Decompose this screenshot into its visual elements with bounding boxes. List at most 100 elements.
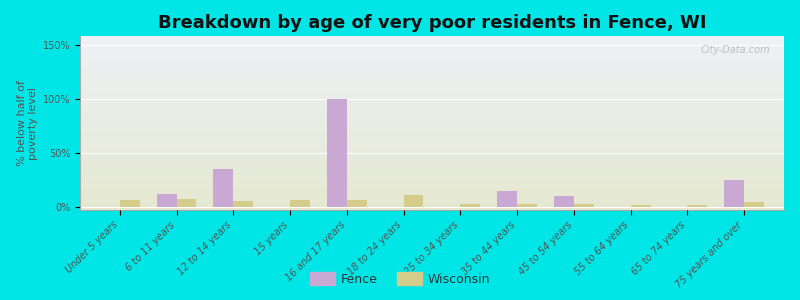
Bar [80, 52, 784, 53]
Bar [80, 112, 784, 113]
Bar [80, 123, 784, 124]
Bar [80, 69, 784, 70]
Bar [574, 203, 594, 207]
Bar [80, 57, 784, 58]
Bar [80, 144, 784, 145]
Bar [80, 193, 784, 194]
Bar [80, 81, 784, 82]
Bar [80, 51, 784, 52]
Bar [80, 195, 784, 196]
Bar [80, 121, 784, 122]
Bar [80, 184, 784, 185]
Bar [80, 59, 784, 60]
Bar [347, 200, 366, 207]
Bar [80, 72, 784, 73]
Bar [80, 110, 784, 111]
Bar [80, 118, 784, 119]
Bar [80, 155, 784, 156]
Bar [80, 145, 784, 146]
Bar [80, 50, 784, 51]
Bar [80, 60, 784, 61]
Bar [80, 45, 784, 46]
Bar [80, 49, 784, 50]
Bar [80, 164, 784, 165]
Text: City-Data.com: City-Data.com [700, 45, 770, 55]
Bar [327, 99, 347, 207]
Bar [80, 143, 784, 144]
Bar [80, 196, 784, 197]
Bar [630, 205, 650, 207]
Bar [80, 61, 784, 62]
Bar [80, 160, 784, 161]
Bar [80, 42, 784, 43]
Bar [80, 71, 784, 72]
Bar [80, 203, 784, 204]
Bar [80, 149, 784, 150]
Bar [80, 90, 784, 91]
Bar [80, 116, 784, 117]
Bar [80, 104, 784, 105]
Bar [80, 168, 784, 169]
Bar [80, 78, 784, 79]
Bar [214, 169, 234, 207]
Bar [80, 139, 784, 140]
Bar [80, 185, 784, 186]
Bar [80, 38, 784, 39]
Bar [80, 200, 784, 201]
Bar [80, 122, 784, 123]
Bar [80, 142, 784, 143]
Bar [404, 195, 423, 207]
Bar [80, 55, 784, 56]
Bar [80, 152, 784, 153]
Bar [80, 206, 784, 207]
Bar [80, 162, 784, 163]
Bar [80, 182, 784, 183]
Bar [80, 204, 784, 205]
Bar [80, 191, 784, 192]
Bar [80, 89, 784, 90]
Bar [80, 97, 784, 98]
Bar [80, 114, 784, 115]
Bar [80, 147, 784, 148]
Bar [80, 175, 784, 176]
Bar [80, 82, 784, 83]
Bar [80, 79, 784, 80]
Bar [80, 180, 784, 181]
Legend: Fence, Wisconsin: Fence, Wisconsin [305, 267, 495, 291]
Bar [80, 159, 784, 160]
Bar [80, 150, 784, 151]
Bar [80, 207, 784, 208]
Bar [80, 63, 784, 64]
Bar [80, 153, 784, 154]
Bar [80, 126, 784, 127]
Bar [80, 75, 784, 76]
Bar [80, 167, 784, 168]
Bar [80, 107, 784, 108]
Bar [80, 186, 784, 187]
Bar [80, 183, 784, 184]
Bar [80, 178, 784, 179]
Bar [80, 105, 784, 106]
Bar [517, 203, 537, 207]
Bar [80, 37, 784, 38]
Bar [80, 87, 784, 88]
Bar [498, 190, 517, 207]
Bar [460, 203, 480, 207]
Bar [80, 177, 784, 178]
Bar [80, 119, 784, 120]
Bar [80, 67, 784, 68]
Bar [80, 171, 784, 172]
Bar [744, 202, 764, 207]
Bar [80, 208, 784, 209]
Bar [80, 41, 784, 42]
Bar [80, 198, 784, 199]
Bar [80, 85, 784, 86]
Bar [80, 85, 784, 86]
Bar [80, 66, 784, 67]
Bar [120, 200, 140, 207]
Bar [80, 163, 784, 164]
Bar [80, 65, 784, 66]
Bar [80, 70, 784, 71]
Bar [80, 44, 784, 45]
Bar [80, 54, 784, 55]
